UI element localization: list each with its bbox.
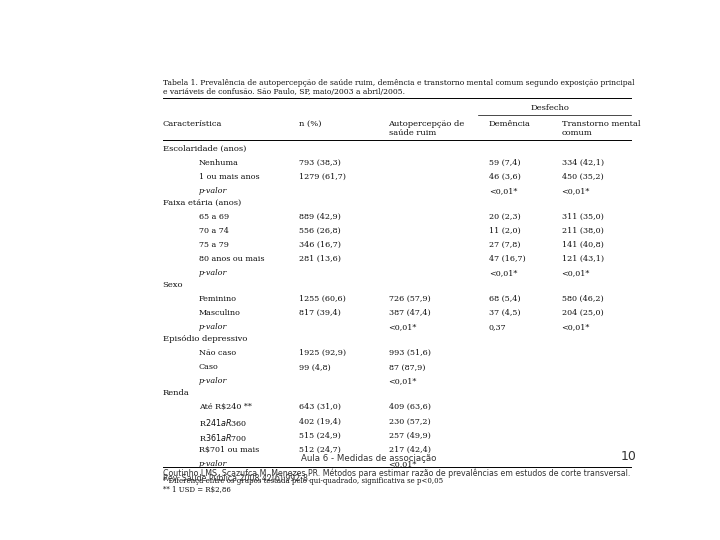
Text: Desfecho: Desfecho xyxy=(531,104,570,112)
Text: Não caso: Não caso xyxy=(199,349,236,357)
Text: 70 a 74: 70 a 74 xyxy=(199,227,229,235)
Text: 1279 (61,7): 1279 (61,7) xyxy=(300,173,346,181)
Text: Episódio depressivo: Episódio depressivo xyxy=(163,335,247,343)
Text: Até R$240 **: Até R$240 ** xyxy=(199,403,252,411)
Text: p-valor: p-valor xyxy=(199,323,228,332)
Text: Sexo: Sexo xyxy=(163,281,183,289)
Text: <0,01*: <0,01* xyxy=(389,377,417,386)
Text: 993 (51,6): 993 (51,6) xyxy=(389,349,431,357)
Text: 75 a 79: 75 a 79 xyxy=(199,241,229,249)
Text: <0,01*: <0,01* xyxy=(389,460,417,468)
Text: 817 (39,4): 817 (39,4) xyxy=(300,309,341,318)
Text: 10: 10 xyxy=(621,450,637,463)
Text: R$701 ou mais: R$701 ou mais xyxy=(199,446,259,454)
Text: 20 (2,3): 20 (2,3) xyxy=(489,213,521,221)
Text: Feminino: Feminino xyxy=(199,295,237,303)
Text: 99 (4,8): 99 (4,8) xyxy=(300,363,331,372)
Text: p-valor: p-valor xyxy=(199,377,228,386)
Text: 68 (5,4): 68 (5,4) xyxy=(489,295,521,303)
Text: 387 (47,4): 387 (47,4) xyxy=(389,309,431,318)
Text: 889 (42,9): 889 (42,9) xyxy=(300,213,341,221)
Text: 59 (7,4): 59 (7,4) xyxy=(489,159,521,167)
Text: <0,01*: <0,01* xyxy=(562,187,590,195)
Text: 65 a 69: 65 a 69 xyxy=(199,213,229,221)
Text: Autopercepção de: Autopercepção de xyxy=(389,120,465,127)
Text: ** 1 USD = R$2,86: ** 1 USD = R$2,86 xyxy=(163,485,230,494)
Text: Faixa etária (anos): Faixa etária (anos) xyxy=(163,199,240,207)
Text: Caso: Caso xyxy=(199,363,219,372)
Text: 121 (43,1): 121 (43,1) xyxy=(562,255,603,263)
Text: <0,01*: <0,01* xyxy=(489,269,518,278)
Text: 556 (26,8): 556 (26,8) xyxy=(300,227,341,235)
Text: R$361 a R$700: R$361 a R$700 xyxy=(199,431,247,443)
Text: 230 (57,2): 230 (57,2) xyxy=(389,417,431,426)
Text: 47 (16,7): 47 (16,7) xyxy=(489,255,526,263)
Text: 80 anos ou mais: 80 anos ou mais xyxy=(199,255,264,263)
Text: 87 (87,9): 87 (87,9) xyxy=(389,363,425,372)
Text: 1925 (92,9): 1925 (92,9) xyxy=(300,349,346,357)
Text: 141 (40,8): 141 (40,8) xyxy=(562,241,603,249)
Text: Coutinho LMS, Scazufca M, Menezes PR. Métodos para estimar razão de prevalências: Coutinho LMS, Scazufca M, Menezes PR. Mé… xyxy=(163,468,630,477)
Text: 211 (38,0): 211 (38,0) xyxy=(562,227,603,235)
Text: 346 (16,7): 346 (16,7) xyxy=(300,241,341,249)
Text: <0,01*: <0,01* xyxy=(389,323,417,332)
Text: 512 (24,7): 512 (24,7) xyxy=(300,446,341,454)
Text: 27 (7,8): 27 (7,8) xyxy=(489,241,521,249)
Text: 643 (31,0): 643 (31,0) xyxy=(300,403,341,411)
Text: 1255 (60,6): 1255 (60,6) xyxy=(300,295,346,303)
Text: comum: comum xyxy=(562,129,593,137)
Text: 37 (4,5): 37 (4,5) xyxy=(489,309,521,318)
Text: 334 (42,1): 334 (42,1) xyxy=(562,159,603,167)
Text: 204 (25,0): 204 (25,0) xyxy=(562,309,603,318)
Text: p-valor: p-valor xyxy=(199,460,228,468)
Text: <0,01*: <0,01* xyxy=(489,187,518,195)
Text: 281 (13,6): 281 (13,6) xyxy=(300,255,341,263)
Text: p-valor: p-valor xyxy=(199,269,228,278)
Text: 793 (38,3): 793 (38,3) xyxy=(300,159,341,167)
Text: Nenhuma: Nenhuma xyxy=(199,159,239,167)
Text: 515 (24,9): 515 (24,9) xyxy=(300,431,341,440)
Text: 726 (57,9): 726 (57,9) xyxy=(389,295,431,303)
Text: Renda: Renda xyxy=(163,389,189,397)
Text: 450 (35,2): 450 (35,2) xyxy=(562,173,603,181)
Text: 0,37: 0,37 xyxy=(489,323,507,332)
Text: Rev. Saúde Pública 2008;42(6):992-8.: Rev. Saúde Pública 2008;42(6):992-8. xyxy=(163,474,310,483)
Text: Aula 6 - Medidas de associação: Aula 6 - Medidas de associação xyxy=(301,454,437,463)
Text: Masculino: Masculino xyxy=(199,309,240,318)
Text: 46 (3,6): 46 (3,6) xyxy=(489,173,521,181)
Text: 409 (63,6): 409 (63,6) xyxy=(389,403,431,411)
Text: e variáveis de confusão. São Paulo, SP, maio/2003 a abril/2005.: e variáveis de confusão. São Paulo, SP, … xyxy=(163,87,405,96)
Text: Demência: Demência xyxy=(489,120,531,127)
Text: <0,01*: <0,01* xyxy=(562,323,590,332)
Text: 257 (49,9): 257 (49,9) xyxy=(389,431,431,440)
Text: Tabela 1. Prevalência de autopercepção de saúde ruim, demência e transtorno ment: Tabela 1. Prevalência de autopercepção d… xyxy=(163,79,634,87)
Text: 1 ou mais anos: 1 ou mais anos xyxy=(199,173,259,181)
Text: Escolaridade (anos): Escolaridade (anos) xyxy=(163,145,246,153)
Text: n (%): n (%) xyxy=(300,120,322,127)
Text: 11 (2,0): 11 (2,0) xyxy=(489,227,521,235)
Text: * Diferença entre os grupos testada pelo qui-quadrado, significativa se p<0,05: * Diferença entre os grupos testada pelo… xyxy=(163,477,443,485)
Text: Característica: Característica xyxy=(163,120,222,127)
Text: Transtorno mental: Transtorno mental xyxy=(562,120,640,127)
Text: saúde ruim: saúde ruim xyxy=(389,129,436,137)
Text: <0,01*: <0,01* xyxy=(562,269,590,278)
Text: 311 (35,0): 311 (35,0) xyxy=(562,213,603,221)
Text: 402 (19,4): 402 (19,4) xyxy=(300,417,341,426)
Text: 580 (46,2): 580 (46,2) xyxy=(562,295,603,303)
Text: 217 (42,4): 217 (42,4) xyxy=(389,446,431,454)
Text: p-valor: p-valor xyxy=(199,187,228,195)
Text: R$241 a R$360: R$241 a R$360 xyxy=(199,417,247,428)
